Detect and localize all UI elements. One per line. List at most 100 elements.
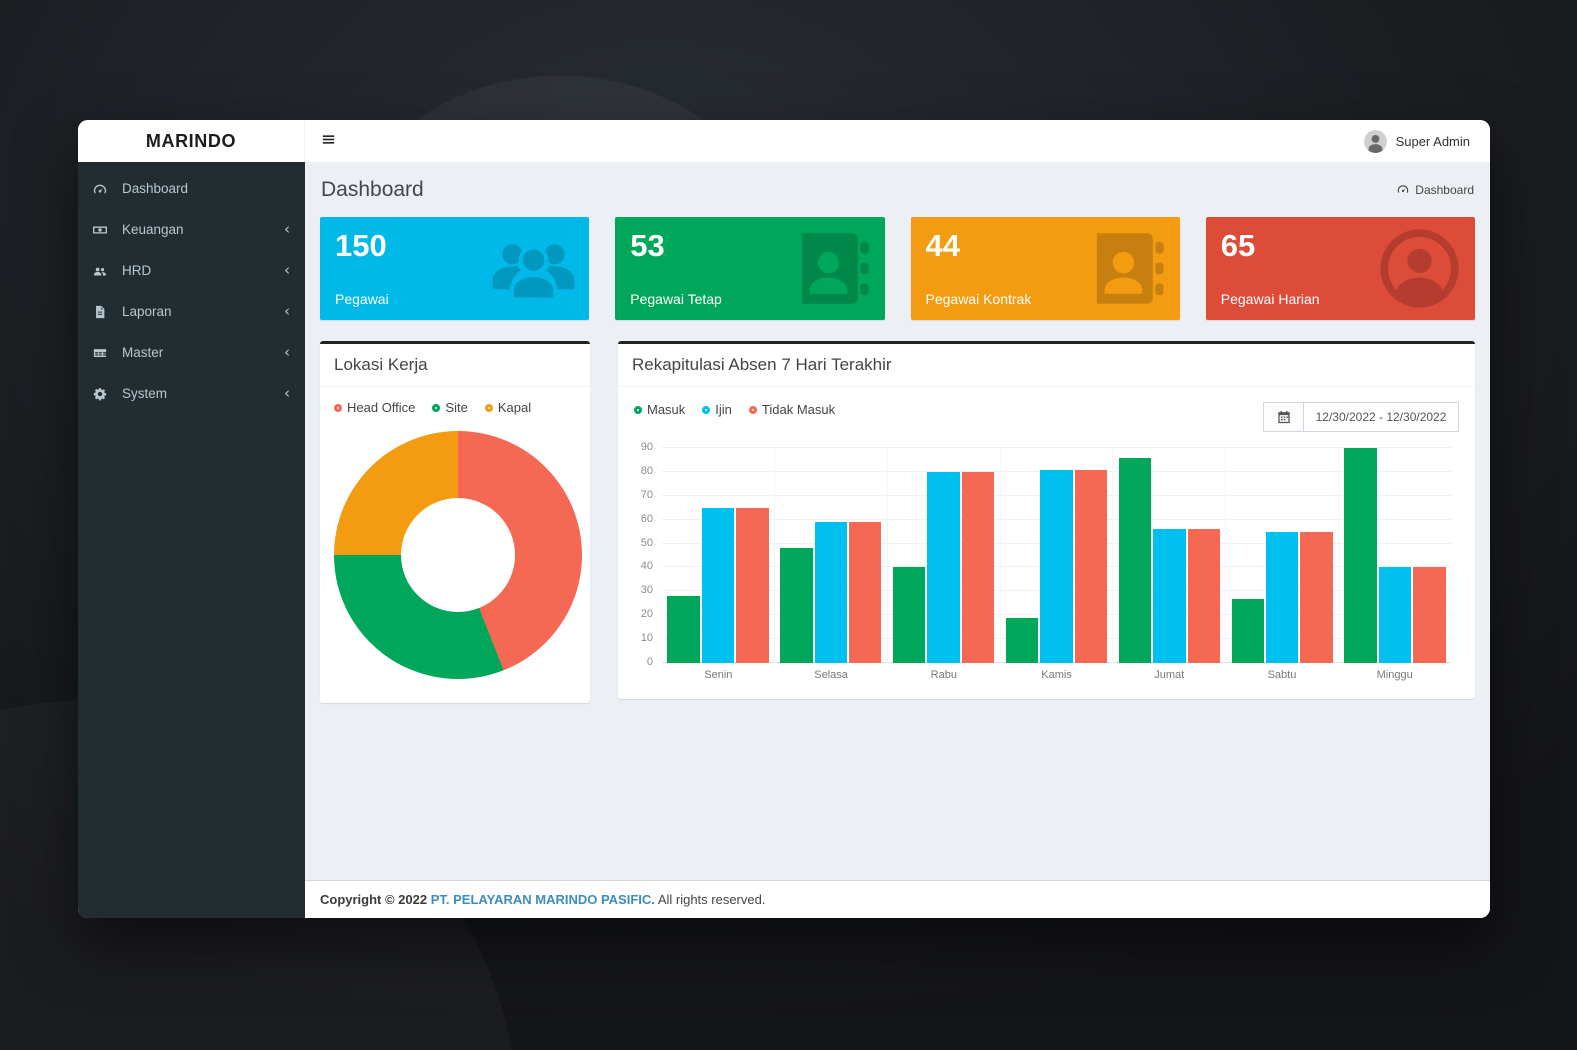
breadcrumb[interactable]: Dashboard (1397, 183, 1474, 198)
file-icon (93, 305, 115, 319)
bar-masuk (892, 567, 926, 663)
bar-tidak-masuk (1413, 567, 1446, 663)
x-axis-label: Senin (704, 669, 733, 681)
address-book-icon (775, 227, 871, 310)
bar-tidak-masuk (1187, 529, 1221, 663)
hamburger-icon (321, 132, 336, 150)
donut-chart (334, 431, 582, 679)
user-avatar (1363, 129, 1387, 153)
stat-label: Pegawai (335, 291, 389, 307)
legend-marker (748, 405, 757, 414)
chevron-left-icon: ‹ (284, 220, 290, 238)
sidebar-toggle-button[interactable] (305, 120, 352, 162)
footer-copyright: Copyright © 2022 (320, 892, 428, 907)
y-axis-tick: 0 (646, 656, 653, 668)
stat-card-pegawai[interactable]: 150 Pegawai (320, 217, 590, 320)
sidebar-item-system[interactable]: System ‹ (78, 373, 305, 414)
sidebar-item-label: HRD (122, 263, 152, 278)
bar-ijin (1266, 531, 1299, 663)
content-header: Dashboard Dashboard (321, 178, 1474, 202)
main-area: Dashboard Dashboard 150 Pegawai (305, 162, 1490, 918)
x-axis-label: Sabtu (1267, 669, 1297, 681)
x-axis-label: Selasa (814, 669, 848, 681)
donut-legend: Head Office Site Kapal (334, 400, 576, 415)
footer-company-link[interactable]: PT. PELAYARAN MARINDO PASIFIC. (430, 892, 655, 907)
y-axis-tick: 50 (640, 536, 653, 549)
x-axis-label: Minggu (1376, 669, 1413, 681)
bar-ijin (814, 522, 847, 663)
bar-tidak-masuk (1074, 469, 1108, 663)
stat-value: 150 (335, 228, 387, 263)
charts-row: Lokasi Kerja Head Office Site Kapal (320, 341, 1475, 703)
donut-box-body: Head Office Site Kapal (320, 387, 590, 703)
user-menu[interactable]: Super Admin (1344, 120, 1490, 162)
legend-item-ijin[interactable]: Ijin (702, 402, 732, 417)
legend-item-head-office[interactable]: Head Office (334, 400, 415, 415)
sidebar-item-keuangan[interactable]: Keuangan ‹ (78, 209, 305, 250)
bar-ijin (927, 471, 960, 663)
date-range-value: 12/30/2022 - 12/30/2022 (1315, 410, 1447, 424)
bar-tidak-masuk (961, 471, 995, 663)
calendar-icon (1264, 403, 1304, 431)
bar-masuk (1344, 448, 1377, 663)
sidebar-item-laporan[interactable]: Laporan ‹ (78, 291, 305, 332)
legend-marker (702, 405, 711, 414)
x-axis-label: Kamis (1041, 669, 1072, 681)
bar-ijin (1153, 529, 1186, 663)
legend-item-kapal[interactable]: Kapal (484, 400, 532, 415)
legend-item-site[interactable]: Site (432, 400, 468, 415)
y-axis-tick: 10 (640, 632, 653, 645)
stat-card-pegawai-tetap[interactable]: 53 Pegawai Tetap (615, 217, 885, 320)
users-icon (479, 227, 575, 310)
bar-tidak-masuk (1300, 531, 1333, 663)
bar-chart-y-axis: 0 10 20 30 40 50 60 70 80 90 (632, 442, 662, 668)
stat-label: Pegawai Harian (1220, 291, 1320, 307)
sidebar-item-dashboard[interactable]: Dashboard (78, 168, 305, 209)
legend-item-tidak-masuk[interactable]: Tidak Masuk (748, 402, 835, 417)
chevron-left-icon: ‹ (284, 384, 290, 402)
user-name: Super Admin (1395, 133, 1470, 149)
bar-tidak-masuk (849, 522, 882, 663)
stat-card-pegawai-harian[interactable]: 65 Pegawai Harian (1205, 217, 1475, 320)
y-axis-tick: 30 (640, 584, 653, 597)
stat-value: 44 (925, 228, 960, 263)
sidebar-item-master[interactable]: Master ‹ (78, 332, 305, 373)
footer-rights: All rights reserved. (657, 892, 766, 907)
brand-logo[interactable]: MARINDO (78, 120, 305, 162)
bar-group (662, 448, 774, 663)
bar-chart-plot: Senin Selasa Rabu Kamis Jumat Sabtu Minggu (662, 447, 1451, 681)
bar-group (1338, 448, 1451, 663)
bar-ijin (701, 507, 735, 663)
page-title: Dashboard (321, 178, 424, 201)
bar-masuk (1231, 598, 1264, 663)
sidebar-item-hrd[interactable]: HRD ‹ (78, 250, 305, 291)
sidebar-item-label: Master (122, 345, 164, 360)
bar-masuk (1005, 617, 1039, 663)
legend-label: Kapal (497, 400, 532, 415)
stat-value: 53 (630, 228, 665, 263)
legend-marker (334, 403, 342, 412)
y-axis-tick: 40 (640, 560, 653, 573)
bar-chart-toolbar: Masuk Ijin Tidak Masuk 12/30/2022 - 12/3… (634, 402, 1459, 432)
chevron-left-icon: ‹ (284, 343, 290, 361)
lokasi-kerja-box: Lokasi Kerja Head Office Site Kapal (320, 341, 590, 703)
date-range-picker[interactable]: 12/30/2022 - 12/30/2022 (1263, 402, 1459, 432)
bar-chart-x-axis: Senin Selasa Rabu Kamis Jumat Sabtu Minggu (662, 669, 1451, 681)
tachometer-icon (1397, 183, 1409, 198)
box-title: Lokasi Kerja (320, 344, 590, 387)
legend-label: Ijin (715, 402, 732, 417)
address-book-icon (1070, 227, 1166, 310)
legend-marker (432, 403, 441, 412)
bar-group (1225, 448, 1338, 663)
user-circle-icon (1365, 227, 1461, 310)
footer: Copyright © 2022 PT. PELAYARAN MARINDO P… (305, 880, 1490, 918)
bar-group (1112, 448, 1225, 663)
legend-label: Site (445, 400, 468, 415)
stat-cards-row: 150 Pegawai 53 Pegawai Tetap (320, 217, 1475, 320)
tachometer-icon (93, 182, 115, 196)
x-axis-label: Rabu (930, 669, 957, 681)
legend-item-masuk[interactable]: Masuk (634, 402, 685, 417)
gridline (662, 447, 1451, 448)
stat-card-pegawai-kontrak[interactable]: 44 Pegawai Kontrak (910, 217, 1180, 320)
